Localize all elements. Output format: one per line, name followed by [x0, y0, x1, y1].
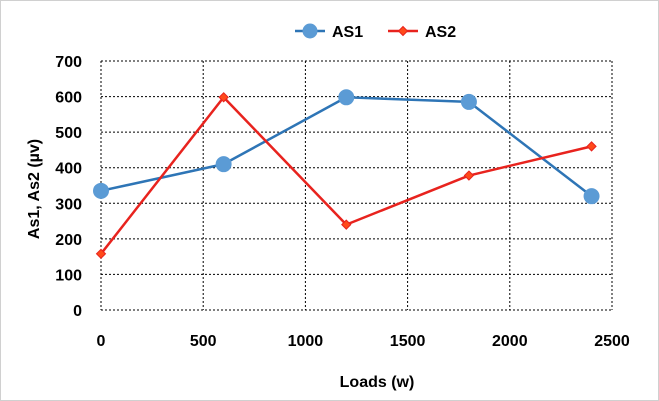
data-point — [338, 89, 355, 106]
legend-label: AS1 — [332, 24, 363, 41]
x-tick-labels: 0 500 1000 1500 2000 2500 — [97, 333, 630, 350]
y-tick-label: 500 — [55, 125, 82, 142]
data-point — [218, 92, 229, 103]
data-point — [463, 170, 475, 181]
x-tick-label: 2000 — [492, 333, 528, 350]
data-point — [341, 219, 352, 230]
y-tick-label: 600 — [55, 90, 82, 107]
series-as2 — [95, 92, 597, 260]
y-tick-label: 300 — [55, 196, 82, 213]
legend-item-as2: AS2 — [388, 24, 456, 41]
data-point — [583, 188, 600, 205]
x-tick-label: 2500 — [594, 333, 630, 350]
legend-marker — [397, 25, 409, 37]
y-tick-labels: 0 100 200 300 400 500 600 700 — [55, 54, 82, 320]
legend-label: AS2 — [425, 24, 456, 41]
legend: AS1 AS2 — [295, 23, 456, 41]
y-axis-title: As1, As2 (µv) — [26, 139, 43, 239]
x-tick-label: 0 — [97, 333, 106, 350]
series-line-as1 — [100, 96, 593, 198]
data-point — [586, 141, 597, 152]
grid-lines — [100, 60, 613, 311]
legend-marker — [302, 23, 318, 39]
series-group — [93, 89, 600, 260]
data-point — [93, 182, 109, 199]
y-tick-label: 200 — [55, 232, 82, 249]
data-point — [215, 156, 232, 173]
data-point — [460, 93, 477, 110]
x-tick-label: 1000 — [288, 333, 324, 350]
y-tick-label: 700 — [55, 54, 82, 71]
y-tick-label: 400 — [55, 161, 82, 178]
x-tick-label: 1500 — [390, 333, 426, 350]
x-tick-label: 500 — [190, 333, 217, 350]
y-tick-label: 100 — [55, 267, 82, 284]
series-as1 — [93, 89, 600, 205]
x-axis-title: Loads (w) — [340, 374, 415, 391]
legend-item-as1: AS1 — [295, 23, 363, 41]
data-point — [95, 248, 107, 260]
y-tick-label: 0 — [73, 303, 82, 320]
